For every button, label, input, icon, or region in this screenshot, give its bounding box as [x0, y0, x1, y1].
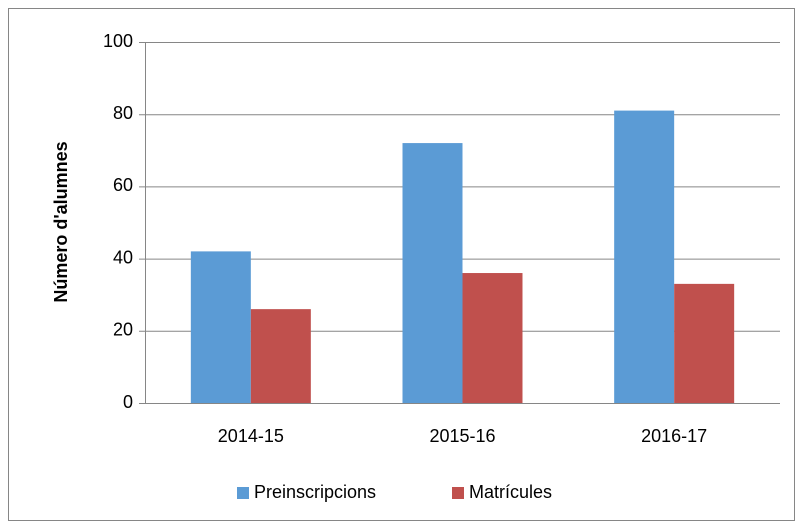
y-tick-label: 20 [113, 320, 133, 340]
legend-swatch [237, 487, 249, 499]
bar [462, 273, 523, 403]
bar [190, 251, 251, 403]
legend-label: Preinscripcions [254, 482, 376, 502]
x-tick-label: 2015-16 [429, 426, 495, 446]
y-tick-label: 80 [113, 103, 133, 123]
y-tick-label: 60 [113, 175, 133, 195]
y-tick-label: 100 [103, 31, 133, 51]
legend-label: Matrícules [469, 482, 552, 502]
bar [674, 283, 735, 403]
x-tick-label: 2016-17 [641, 426, 707, 446]
legend-swatch [452, 487, 464, 499]
y-axis-title: Número d'alumnes [51, 141, 71, 302]
x-tick-label: 2014-15 [218, 426, 284, 446]
y-tick-label: 40 [113, 247, 133, 267]
bar [250, 309, 311, 403]
y-tick-label: 0 [123, 392, 133, 412]
bar [402, 143, 463, 403]
bar [614, 110, 675, 403]
